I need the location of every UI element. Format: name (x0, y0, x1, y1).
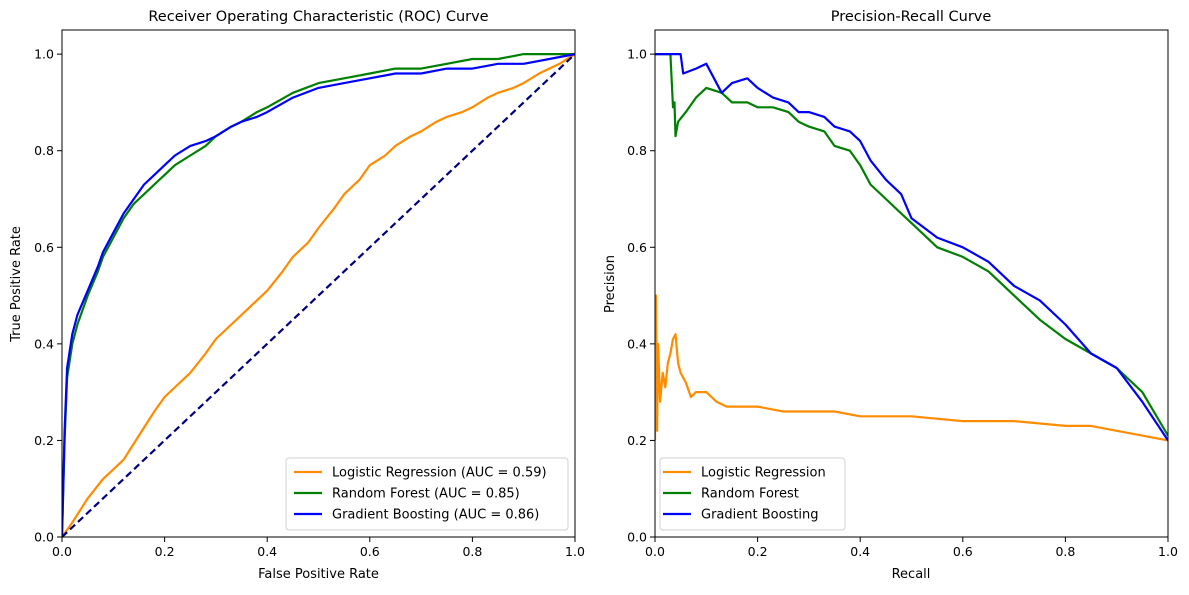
plot-area (655, 53, 1168, 442)
legend-label: Logistic Regression (AUC = 0.59) (332, 466, 547, 481)
chance-diagonal-line (62, 53, 575, 537)
y-tick-label: 0.4 (627, 336, 647, 351)
y-tick-label: 0.8 (34, 143, 54, 158)
x-tick-label: 0.8 (462, 544, 482, 559)
x-tick-label: 0.4 (257, 544, 277, 559)
y-tick-label: 0.0 (34, 530, 54, 545)
series-line (655, 53, 1168, 442)
y-axis-label: Precision (603, 255, 618, 313)
roc-chart: Receiver Operating Characteristic (ROC) … (9, 9, 585, 582)
legend-box (285, 457, 569, 531)
x-tick-label: 0.8 (1055, 544, 1075, 559)
legend: Logistic Regression Random Forest Gradient… (659, 457, 846, 531)
series-line (655, 53, 1168, 437)
legend-box (659, 457, 846, 531)
y-axis-ticks: 0.0 0.2 0.4 0.6 0.8 1.0 (34, 47, 62, 545)
y-tick-label: 0.4 (34, 336, 54, 351)
chart-title: Receiver Operating Characteristic (ROC) … (148, 9, 488, 25)
y-tick-label: 0.2 (34, 433, 54, 448)
chart-title: Precision-Recall Curve (831, 9, 992, 25)
legend-label: Gradient Boosting (701, 508, 819, 523)
x-tick-label: 0.2 (748, 544, 768, 559)
y-tick-label: 0.6 (627, 240, 647, 255)
y-tick-label: 0.0 (627, 530, 647, 545)
y-tick-label: 0.6 (34, 240, 54, 255)
legend-label: Logistic Regression (701, 466, 826, 481)
legend-label: Random Forest (701, 487, 799, 502)
y-tick-label: 0.8 (627, 143, 647, 158)
x-tick-label: 1.0 (1158, 544, 1178, 559)
x-axis-ticks: 0.0 0.2 0.4 0.6 0.8 1.0 (645, 537, 1178, 559)
x-tick-label: 0.0 (52, 544, 72, 559)
pr-chart: Precision-Recall Curve Recall Precision … (603, 9, 1178, 582)
legend: Logistic Regression (AUC = 0.59) Random F… (285, 457, 569, 531)
legend-label: Random Forest (AUC = 0.85) (332, 487, 520, 502)
x-tick-label: 0.0 (645, 544, 665, 559)
y-axis-ticks: 0.0 0.2 0.4 0.6 0.8 1.0 (627, 47, 655, 545)
series-line (62, 53, 575, 537)
y-tick-label: 0.2 (627, 433, 647, 448)
series-line (62, 53, 575, 537)
x-tick-label: 0.6 (953, 544, 973, 559)
x-axis-ticks: 0.0 0.2 0.4 0.6 0.8 1.0 (52, 537, 585, 559)
x-axis-label: False Positive Rate (258, 567, 379, 582)
y-tick-label: 1.0 (627, 47, 647, 62)
plot-area (62, 53, 575, 537)
plot-frame (654, 29, 1169, 538)
x-tick-label: 1.0 (565, 544, 585, 559)
x-tick-label: 0.6 (360, 544, 380, 559)
series-line (655, 294, 1168, 442)
plot-frame (61, 29, 576, 538)
y-tick-label: 1.0 (34, 47, 54, 62)
series-line (62, 53, 575, 537)
x-tick-label: 0.2 (155, 544, 175, 559)
legend-label: Gradient Boosting (AUC = 0.86) (332, 508, 539, 523)
x-tick-label: 0.4 (850, 544, 870, 559)
x-axis-label: Recall (892, 567, 931, 582)
y-axis-label: True Positive Rate (9, 226, 24, 343)
